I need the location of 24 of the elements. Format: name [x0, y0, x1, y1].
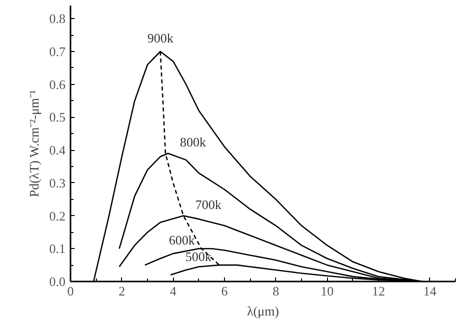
series-label: 800k — [180, 134, 207, 150]
series-label: 600k — [168, 232, 196, 248]
x-axis-title: λ(μm) — [246, 304, 280, 318]
x-tick-label: 8 — [272, 284, 280, 298]
y-axis-title: Pd(λT) W.cm⁻²-μm⁻¹ — [26, 90, 42, 198]
y-tick-label: 0.1 — [49, 241, 66, 256]
x-tick-label: 12 — [372, 284, 385, 298]
y-tick-label: 0.3 — [49, 175, 66, 190]
y-tick-label: 0.5 — [49, 110, 66, 125]
y-tick-label: 0.2 — [49, 208, 66, 224]
x-tick-label: 14 — [423, 284, 437, 298]
y-tick-label: 0.4 — [49, 142, 66, 158]
y-tick-label: 0.6 — [49, 76, 66, 92]
x-tick-label: 4 — [170, 284, 177, 298]
y-tick-label: 0.0 — [49, 274, 66, 289]
y-tick-label: 0.8 — [49, 11, 66, 26]
series-label: 700k — [195, 196, 222, 212]
series-label: 500k — [185, 249, 212, 264]
x-tick-label: 10 — [320, 284, 334, 298]
x-tick-label: 0 — [67, 284, 74, 298]
y-tick-label: 0.7 — [49, 44, 66, 59]
x-tick-label: 2 — [118, 284, 126, 298]
series-label: 900k — [147, 30, 174, 46]
x-tick-label: 6 — [221, 284, 228, 298]
